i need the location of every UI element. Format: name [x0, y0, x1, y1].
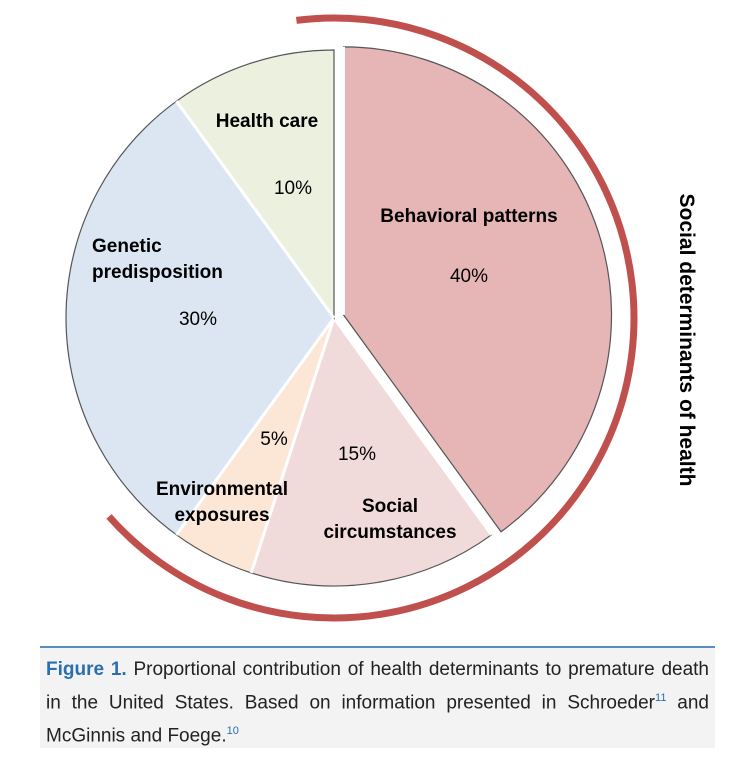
reference-11: 11 — [655, 692, 667, 704]
slice-label-behavioral-patterns: Behavioral patterns — [380, 206, 557, 227]
pie-slice-health-care — [175, 49, 335, 320]
slice-value-social-circumstances: 15% — [338, 444, 376, 465]
slice-separator — [332, 317, 493, 536]
slice-separator — [175, 100, 336, 319]
bracket-label: Social determinants of health — [675, 194, 698, 487]
pie-slices — [65, 46, 613, 587]
slice-label-environmental-exposures: Environmental exposures — [156, 479, 288, 526]
slice-value-environmental-exposures: 5% — [260, 429, 288, 450]
slice-separator — [249, 317, 336, 574]
pie-slice-genetic-predisposition — [65, 100, 335, 536]
slice-value-genetic-predisposition: 30% — [179, 309, 217, 330]
slice-labels: Behavioral patterns 40% Social circumstance… — [92, 111, 558, 543]
slice-label-genetic-predisposition: Genetic predisposition — [92, 236, 223, 283]
social-determinants-bracket — [106, 14, 638, 622]
slice-label-health-care: Health care — [216, 111, 318, 132]
caption-text-2: and McGinnis and Foege. — [46, 692, 710, 747]
pie-chart: Behavioral patterns 40% Social circumstance… — [65, 14, 698, 622]
slice-separator — [175, 317, 336, 536]
pie-slice-social-circumstances — [250, 316, 493, 587]
reference-10: 10 — [226, 725, 239, 738]
figure-label: Figure 1. — [46, 659, 127, 680]
figure-caption: Figure 1. Proportional contribution of h… — [40, 646, 715, 748]
slice-value-health-care: 10% — [274, 178, 312, 199]
slice-label-social-circumstances: Social circumstances — [323, 496, 456, 543]
pie-slice-behavioral-patterns — [342, 46, 613, 533]
caption-text-1: Proportional contribution of health dete… — [46, 659, 710, 714]
slice-value-behavioral-patterns: 40% — [450, 266, 488, 287]
